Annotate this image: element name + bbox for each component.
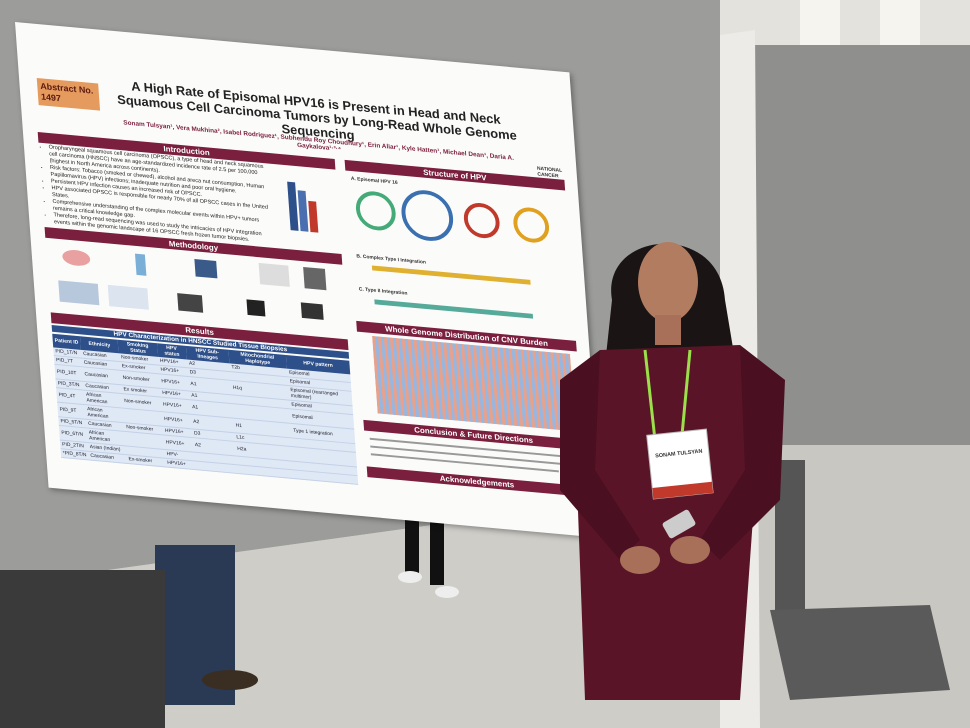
leg xyxy=(430,505,444,585)
text-line xyxy=(370,453,559,473)
badge-name: SONAM TULSYAN xyxy=(655,449,703,460)
text-line xyxy=(370,445,569,466)
poster: Abstract No. 1497 A High Rate of Episoma… xyxy=(15,22,603,538)
plasmid xyxy=(463,203,500,239)
cnv-heatmap xyxy=(372,335,576,432)
chart-bar xyxy=(287,181,299,231)
phone xyxy=(662,509,696,539)
icon xyxy=(246,299,266,317)
genome-track xyxy=(371,265,531,285)
sleeve xyxy=(560,350,640,560)
heatmap xyxy=(372,335,576,432)
badge-stripe xyxy=(652,481,714,499)
plasmid xyxy=(355,191,396,231)
lanyard xyxy=(680,349,692,436)
plasmid xyxy=(401,190,454,241)
shoe xyxy=(202,670,258,690)
genome-track xyxy=(374,299,534,319)
icon xyxy=(303,266,327,291)
sleeve xyxy=(700,345,785,560)
icon xyxy=(300,302,324,320)
intro-chart xyxy=(287,181,319,233)
icon xyxy=(258,262,290,287)
chart-bar xyxy=(297,190,309,232)
lanyard xyxy=(643,349,657,441)
method-diagram xyxy=(58,250,327,320)
shoe xyxy=(435,586,459,598)
badge: SONAM TULSYAN xyxy=(646,428,714,500)
icon xyxy=(134,253,147,276)
neck xyxy=(655,315,681,345)
hpv-structure xyxy=(355,190,550,319)
chair-left xyxy=(0,570,165,728)
chart-bar xyxy=(308,200,319,233)
hands xyxy=(670,536,710,564)
hands xyxy=(620,546,660,574)
icon xyxy=(177,293,204,313)
text-line xyxy=(369,437,578,459)
leg xyxy=(405,505,419,575)
shoe xyxy=(398,571,422,583)
plasmid xyxy=(513,207,550,243)
icon xyxy=(62,250,91,266)
icon xyxy=(58,280,100,306)
right-board xyxy=(755,45,970,445)
conclusion-text xyxy=(369,437,578,473)
icon xyxy=(107,284,149,310)
icon xyxy=(194,258,218,279)
chair-seat xyxy=(770,605,950,700)
face xyxy=(638,242,698,322)
